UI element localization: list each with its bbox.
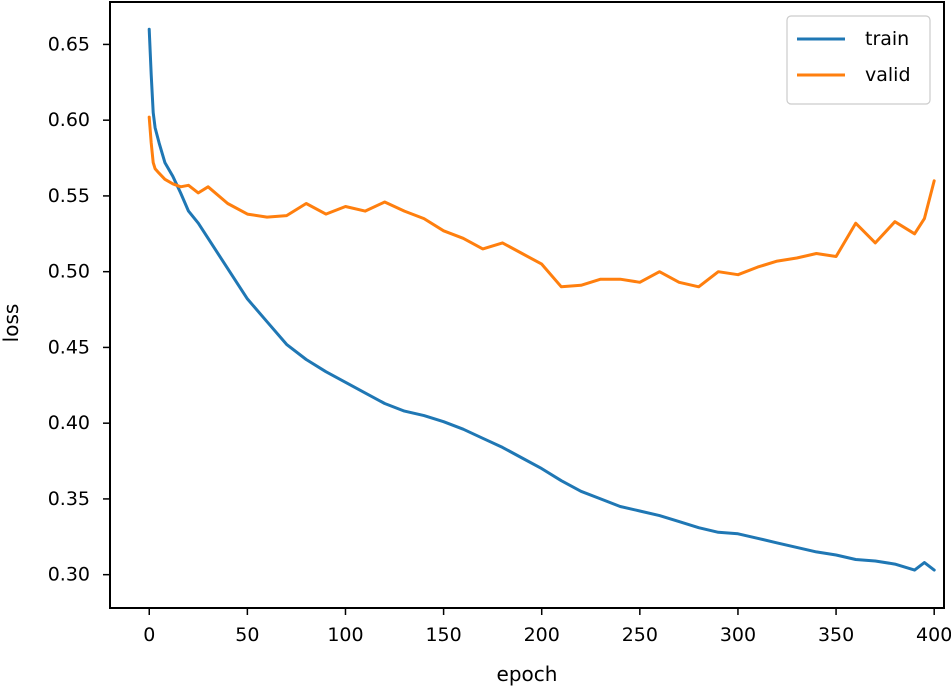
y-tick-label: 0.50 [48,261,90,283]
ticks-layer: 0 50 100 150 200 250 300 350 400 0.30 0.35 0.40 0.45… [48,33,951,646]
y-tick-label: 0.55 [48,185,90,207]
x-tick-label: 150 [425,624,461,646]
y-tick-label: 0.65 [48,33,90,55]
x-tick-label: 50 [235,624,259,646]
x-tick-label: 100 [327,624,363,646]
legend: train valid [786,15,931,105]
legend-label-train: train [865,28,909,50]
x-tick-label: 300 [720,624,756,646]
x-tick-label: 0 [143,624,155,646]
x-tick-label: 400 [916,624,951,646]
y-tick-label: 0.30 [48,564,90,586]
x-tick-label: 350 [818,624,854,646]
legend-label-valid: valid [865,64,911,86]
x-tick-label: 250 [622,624,658,646]
series-line-valid [147,115,936,289]
x-axis-label: epoch [497,662,558,686]
x-tick-label: 200 [524,624,560,646]
y-tick-label: 0.40 [48,412,90,434]
plot-frame [109,1,945,609]
series-layer [147,27,936,572]
series-line-train [147,27,936,572]
y-tick-label: 0.35 [48,488,90,510]
y-tick-label: 0.60 [48,109,90,131]
y-axis-label: loss [0,304,23,343]
y-tick-label: 0.45 [48,336,90,358]
